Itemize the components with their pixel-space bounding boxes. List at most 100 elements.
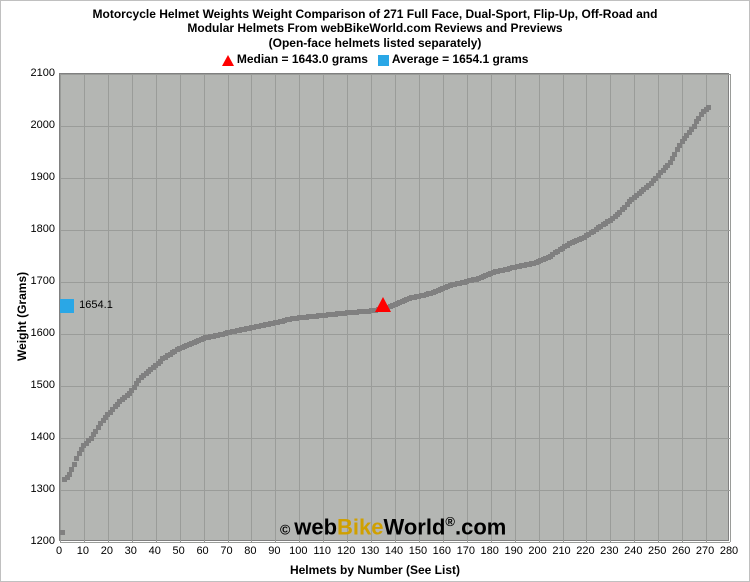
gridline-vertical: [419, 74, 420, 542]
data-point: [74, 456, 79, 461]
gridline-vertical: [730, 74, 731, 542]
x-tick-label: 0: [56, 545, 62, 557]
copyright-symbol: ©: [280, 521, 294, 537]
gridline-vertical: [610, 74, 611, 542]
gridline-vertical: [443, 74, 444, 542]
x-tick-label: 120: [337, 545, 355, 557]
gridline-vertical: [228, 74, 229, 542]
x-tick-label: 260: [672, 545, 690, 557]
gridline-horizontal: [60, 334, 730, 335]
median-marker: [375, 297, 391, 312]
watermark-bike: Bike: [337, 514, 383, 539]
x-axis-label: Helmets by Number (See List): [1, 563, 749, 577]
x-tick-label: 170: [457, 545, 475, 557]
data-point: [72, 462, 77, 467]
gridline-horizontal: [60, 490, 730, 491]
gridline-horizontal: [60, 178, 730, 179]
gridline-vertical: [323, 74, 324, 542]
title-line-2: Modular Helmets From webBikeWorld.com Re…: [1, 21, 749, 35]
y-tick-label: 2000: [25, 119, 55, 131]
y-tick-label: 1800: [25, 223, 55, 235]
data-point: [67, 472, 72, 477]
x-tick-label: 80: [244, 545, 256, 557]
y-tick-label: 2100: [25, 67, 55, 79]
x-tick-label: 240: [624, 545, 642, 557]
gridline-vertical: [467, 74, 468, 542]
y-tick-label: 1500: [25, 379, 55, 391]
registered-symbol: ®: [445, 514, 455, 529]
gridline-vertical: [515, 74, 516, 542]
gridline-vertical: [395, 74, 396, 542]
y-tick-label: 1900: [25, 171, 55, 183]
triangle-icon: [222, 55, 234, 66]
x-tick-label: 200: [528, 545, 546, 557]
average-marker: [60, 299, 74, 313]
average-value-label: 1654.1: [79, 299, 113, 311]
x-tick-label: 220: [576, 545, 594, 557]
x-tick-label: 100: [289, 545, 307, 557]
gridline-vertical: [539, 74, 540, 542]
x-tick-label: 160: [433, 545, 451, 557]
title-line-3: (Open-face helmets listed separately): [1, 36, 749, 50]
x-tick-label: 10: [77, 545, 89, 557]
x-tick-label: 130: [361, 545, 379, 557]
watermark-web: web: [294, 514, 337, 539]
x-tick-label: 270: [696, 545, 714, 557]
x-tick-label: 210: [552, 545, 570, 557]
x-tick-label: 280: [720, 545, 738, 557]
watermark: © webBikeWorld®.com: [280, 514, 506, 540]
square-icon: [378, 55, 389, 66]
gridline-horizontal: [60, 282, 730, 283]
gridline-vertical: [586, 74, 587, 542]
x-tick-label: 30: [125, 545, 137, 557]
x-tick-label: 230: [600, 545, 618, 557]
gridline-horizontal: [60, 542, 730, 543]
gridline-vertical: [706, 74, 707, 542]
x-tick-label: 110: [313, 545, 331, 557]
gridline-vertical: [563, 74, 564, 542]
gridline-vertical: [682, 74, 683, 542]
x-tick-label: 70: [220, 545, 232, 557]
chart-legend: Median = 1643.0 grams Average = 1654.1 g…: [1, 52, 749, 66]
legend-average-label: Average = 1654.1 grams: [392, 52, 529, 66]
x-tick-label: 250: [648, 545, 666, 557]
gridline-horizontal: [60, 386, 730, 387]
x-tick-label: 50: [173, 545, 185, 557]
gridline-vertical: [275, 74, 276, 542]
title-line-1: Motorcycle Helmet Weights Weight Compari…: [1, 7, 749, 21]
chart-title-block: Motorcycle Helmet Weights Weight Compari…: [1, 1, 749, 50]
y-tick-label: 1200: [25, 535, 55, 547]
watermark-dotcom: .com: [455, 514, 506, 539]
gridline-vertical: [204, 74, 205, 542]
y-tick-label: 1700: [25, 275, 55, 287]
y-tick-label: 1400: [25, 431, 55, 443]
x-tick-label: 150: [409, 545, 427, 557]
x-tick-label: 90: [268, 545, 280, 557]
gridline-vertical: [491, 74, 492, 542]
gridline-horizontal: [60, 230, 730, 231]
gridline-horizontal: [60, 438, 730, 439]
x-tick-label: 140: [385, 545, 403, 557]
gridline-vertical: [299, 74, 300, 542]
chart-container: Motorcycle Helmet Weights Weight Compari…: [0, 0, 750, 582]
gridline-vertical: [634, 74, 635, 542]
x-tick-label: 20: [101, 545, 113, 557]
gridline-vertical: [156, 74, 157, 542]
gridline-vertical: [132, 74, 133, 542]
gridline-horizontal: [60, 126, 730, 127]
x-tick-label: 40: [149, 545, 161, 557]
data-point: [706, 105, 711, 110]
data-point: [69, 467, 74, 472]
x-tick-label: 180: [481, 545, 499, 557]
watermark-world: World: [384, 514, 446, 539]
gridline-vertical: [347, 74, 348, 542]
data-point: [60, 530, 65, 535]
plot-area: 1654.1 © webBikeWorld®.com: [59, 73, 729, 541]
legend-median-label: Median = 1643.0 grams: [237, 52, 368, 66]
gridline-vertical: [251, 74, 252, 542]
y-tick-label: 1600: [25, 327, 55, 339]
x-tick-label: 60: [196, 545, 208, 557]
gridline-horizontal: [60, 74, 730, 75]
gridline-vertical: [180, 74, 181, 542]
x-tick-label: 190: [504, 545, 522, 557]
